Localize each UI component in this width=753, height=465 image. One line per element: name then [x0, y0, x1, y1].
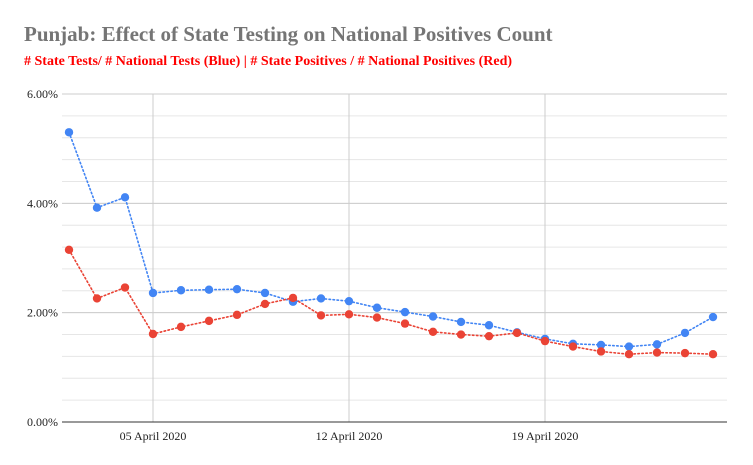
data-point: [148, 329, 158, 339]
data-point: [92, 294, 102, 303]
data-point: [148, 288, 158, 298]
series-state-tests: [64, 128, 718, 351]
data-point: [624, 350, 634, 359]
data-point: [484, 331, 494, 341]
data-point: [316, 294, 326, 303]
data-point: [400, 319, 410, 328]
series-line: [68, 249, 714, 356]
data-point: [708, 312, 718, 322]
data-point: [456, 317, 466, 327]
data-point: [540, 336, 550, 346]
data-point: [708, 350, 718, 359]
data-point: [428, 327, 438, 336]
data-point: [652, 340, 662, 349]
series-line: [68, 131, 714, 348]
data-point: [372, 303, 382, 312]
data-point: [204, 316, 214, 326]
data-point: [120, 193, 130, 202]
data-point: [204, 285, 214, 294]
data-point: [484, 321, 494, 330]
data-point: [232, 284, 242, 294]
data-point: [64, 128, 74, 137]
data-point: [120, 283, 130, 292]
data-point: [428, 312, 438, 321]
y-tick-label: 6.00%: [27, 87, 58, 101]
chart-subtitle: # State Tests/ # National Tests (Blue) |…: [24, 54, 513, 69]
data-point: [92, 203, 102, 212]
data-point: [568, 342, 578, 351]
data-point: [624, 342, 634, 351]
x-tick-label: 12 April 2020: [316, 429, 383, 443]
data-point: [260, 299, 270, 309]
y-tick-label: 0.00%: [27, 415, 58, 429]
data-point: [344, 296, 354, 306]
y-tick-label: 4.00%: [27, 196, 58, 210]
data-point: [288, 293, 298, 303]
x-tick-label: 19 April 2020: [512, 429, 579, 443]
data-point: [64, 245, 74, 254]
data-point: [176, 322, 186, 332]
y-tick-label: 2.00%: [27, 306, 58, 320]
chart-title: Punjab: Effect of State Testing on Natio…: [24, 22, 553, 46]
data-point: [512, 328, 522, 338]
data-point: [400, 307, 410, 317]
data-point: [372, 313, 382, 322]
data-point: [596, 347, 606, 356]
data-point: [680, 328, 690, 338]
series-state-positives: [64, 245, 718, 359]
data-point: [176, 286, 186, 295]
data-point: [652, 348, 662, 357]
data-point: [316, 311, 326, 320]
data-point: [680, 348, 690, 358]
data-point: [456, 330, 466, 339]
data-point: [260, 288, 270, 298]
data-point: [344, 310, 354, 319]
x-tick-label: 05 April 2020: [120, 429, 187, 443]
data-point: [232, 310, 242, 320]
data-point: [596, 340, 606, 350]
gridlines: [62, 93, 727, 423]
